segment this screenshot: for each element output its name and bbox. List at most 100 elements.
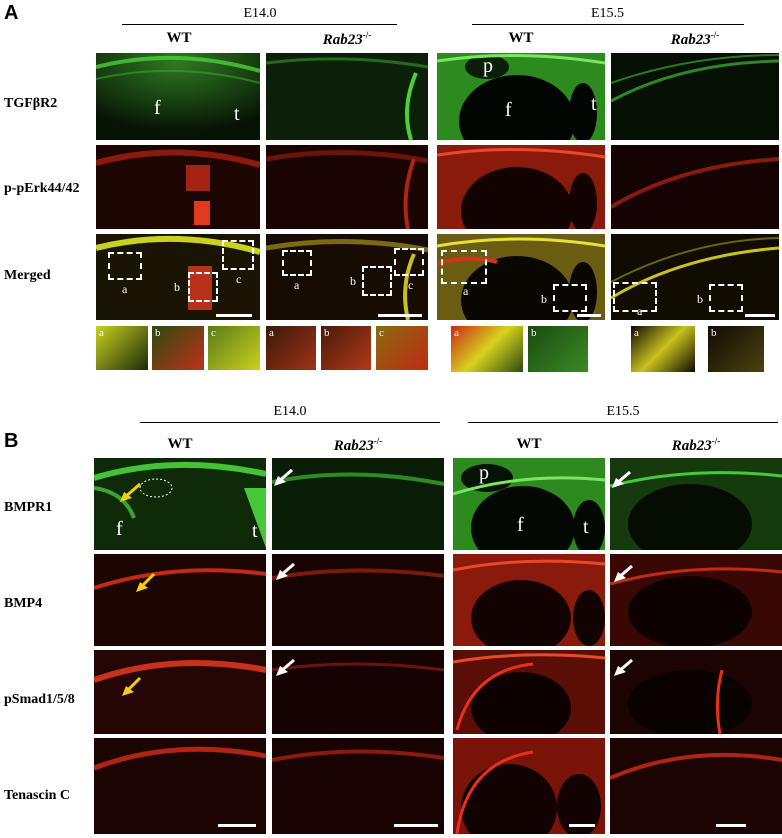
panel-b-col-wt-e14: WT <box>167 436 193 452</box>
panel-a-letter: A <box>4 2 19 24</box>
zoom-box-b <box>362 266 392 296</box>
panel-b-tenascin-wt-e14 <box>94 738 266 834</box>
inset-label: a <box>634 327 639 339</box>
zoom-box-b <box>188 272 218 302</box>
panel-b-group-e14: E14.0 <box>273 404 307 419</box>
col-sup: -/- <box>710 30 720 40</box>
panel-a-col-rab23-e14: Rab23-/- <box>266 30 428 49</box>
panel-a-group-e15: E15.5 <box>590 6 625 21</box>
tile-label-p: p <box>479 462 489 484</box>
zoom-box-b <box>553 284 587 312</box>
zoom-box-label-a: a <box>122 282 128 296</box>
panel-a-perk-wt-e14 <box>96 145 260 229</box>
tile-label-f: f <box>116 518 123 540</box>
scale-bar <box>569 824 595 827</box>
tile-label-f: f <box>517 514 524 536</box>
inset-label: a <box>99 327 104 339</box>
tile-label-f: f <box>154 97 161 119</box>
zoom-box-label-b: b <box>697 292 703 306</box>
inset-b-rab23-e14: b <box>321 326 371 370</box>
scale-bar <box>716 824 746 827</box>
inset-label: b <box>324 327 330 339</box>
col-name: Rab23 <box>671 438 712 454</box>
panel-b-group-e15: E15.5 <box>606 404 640 419</box>
zoom-box-label-b: b <box>541 292 547 306</box>
zoom-box-label-a: a <box>294 278 300 292</box>
inset-label: a <box>454 327 459 339</box>
inset-b-wt-e14: b <box>152 326 204 370</box>
scale-bar <box>218 824 256 827</box>
inset-c-wt-e14: c <box>208 326 260 370</box>
zoom-box-a <box>282 250 312 276</box>
zoom-box-a <box>613 282 657 312</box>
panel-a-merged-wt-e15: a b <box>437 234 605 320</box>
zoom-box-c <box>222 240 254 270</box>
panel-b-group-e14-line <box>140 422 440 423</box>
panel-b-col-wt-e15: WT <box>516 436 542 452</box>
inset-label: c <box>379 327 384 339</box>
zoom-box-label-c: c <box>408 278 414 292</box>
panel-a-perk-rab23-e15 <box>611 145 779 229</box>
panel-b-tenascin-wt-e15 <box>453 738 605 834</box>
scale-bar <box>577 314 601 317</box>
zoom-box-label-c: c <box>236 272 242 286</box>
inset-a-rab23-e15: a <box>631 326 695 372</box>
scale-bar <box>216 314 252 317</box>
inset-label: b <box>155 327 161 339</box>
panel-b-col-rab23-e14: Rab23-/- <box>272 436 444 455</box>
scale-bar <box>378 314 422 317</box>
col-sup: -/- <box>373 436 383 446</box>
scale-bar <box>394 824 438 827</box>
inset-a-wt-e15: a <box>451 326 523 372</box>
panel-a-tgfbr2-wt-e14: f t <box>96 53 260 140</box>
zoom-box-a <box>441 250 487 284</box>
panel-a-group-e14-line <box>122 24 397 25</box>
inset-b-wt-e15: b <box>528 326 588 372</box>
panel-b-group-e15-line <box>468 422 778 423</box>
panel-a-perk-rab23-e14 <box>266 145 428 229</box>
panel-b-tenascin-rab23-e15 <box>610 738 782 834</box>
panel-a-row-merged: Merged <box>4 268 51 283</box>
zoom-box-label-a: a <box>637 304 643 318</box>
tile-label-f: f <box>505 99 512 121</box>
panel-a-row-perk: p-pErk44/42 <box>4 181 80 196</box>
panel-b-bmpr1-wt-e15: p f t <box>453 458 605 550</box>
panel-b-tenascin-rab23-e14 <box>272 738 444 834</box>
col-name: Rab23 <box>322 32 363 48</box>
tile-label-t: t <box>583 516 589 538</box>
tile-label-t: t <box>591 93 597 115</box>
panel-b-psmad-wt-e14 <box>94 650 266 734</box>
col-sup: -/- <box>362 30 372 40</box>
panel-a-tgfbr2-rab23-e14 <box>266 53 428 140</box>
tile-label-p: p <box>483 55 493 77</box>
col-sup: -/- <box>711 436 721 446</box>
panel-b-row-tenascin: Tenascin C <box>4 788 71 803</box>
panel-b-row-psmad: pSmad1/5/8 <box>4 692 75 707</box>
panel-a-merged-rab23-e14: a b c <box>266 234 428 320</box>
zoom-box-label-b: b <box>174 280 180 294</box>
panel-b-bmp4-rab23-e15 <box>610 554 782 646</box>
zoom-box-label-a: a <box>463 284 469 298</box>
tile-label-t: t <box>252 520 258 542</box>
inset-c-rab23-e14: c <box>376 326 428 370</box>
panel-b-bmpr1-rab23-e14 <box>272 458 444 550</box>
panel-b-bmp4-wt-e14 <box>94 554 266 646</box>
panel-b-letter: B <box>4 430 19 452</box>
panel-a-col-rab23-e15: Rab23-/- <box>611 30 779 49</box>
panel-b-col-rab23-e15: Rab23-/- <box>610 436 782 455</box>
panel-b-row-bmp4: BMP4 <box>4 596 43 611</box>
panel-a-col-wt-e15: WT <box>508 30 534 46</box>
scale-bar <box>745 314 775 317</box>
zoom-box-label-b: b <box>350 274 356 288</box>
panel-b-bmp4-rab23-e14 <box>272 554 444 646</box>
panel-a-row-tgfbr2: TGFβR2 <box>4 96 58 111</box>
panel-b-bmp4-wt-e15 <box>453 554 605 646</box>
tile-label-t: t <box>234 103 240 125</box>
panel-a-group-e15-line <box>472 24 744 25</box>
panel-b-bmpr1-wt-e14: f t <box>94 458 266 550</box>
inset-label: b <box>531 327 537 339</box>
panel-a-tgfbr2-wt-e15: p f t <box>437 53 605 140</box>
panel-b-bmpr1-rab23-e15 <box>610 458 782 550</box>
inset-a-wt-e14: a <box>96 326 148 370</box>
panel-a-tgfbr2-rab23-e15 <box>611 53 779 140</box>
